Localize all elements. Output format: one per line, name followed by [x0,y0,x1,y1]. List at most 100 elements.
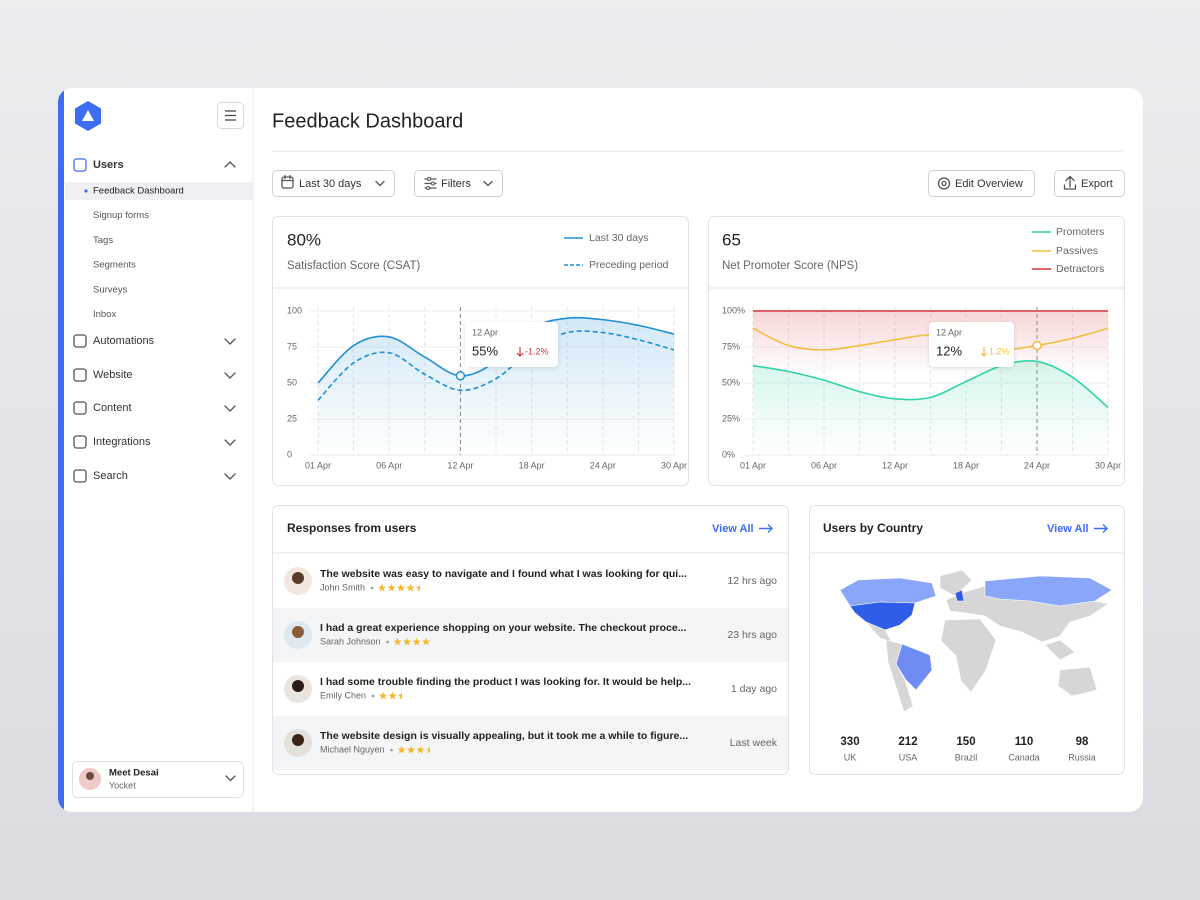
x-tick-label: 24 Apr [590,460,616,470]
x-tick-label: 12 Apr [882,460,908,470]
y-tick-label: 0% [722,449,735,459]
menu-button[interactable] [217,102,244,129]
button-label: Last 30 days [299,178,362,190]
nav-icon [73,401,87,415]
nav-item[interactable]: Search [73,469,236,483]
tooltip-date: 12 Apr [936,327,962,337]
edit-overview-button[interactable]: Edit Overview [928,170,1035,197]
nav-item[interactable]: Website [73,368,236,382]
rating-star [388,691,397,700]
user-name: Meet Desai [109,768,159,779]
nav-subitem[interactable]: Segments [93,260,136,271]
x-tick-label: 30 Apr [1095,460,1121,470]
nav-sublabel: Tags [93,235,113,246]
rating-star [397,745,406,754]
response-time: 12 hrs ago [727,575,777,587]
country-stat: 330 UK [840,736,859,762]
view-all-link[interactable]: View All [712,523,773,535]
nav-subitem[interactable]: Surveys [93,284,128,295]
tooltip-change: -1.2% [525,346,549,356]
nav-subitem[interactable]: Signup forms [93,210,149,221]
x-tick-label: 01 Apr [740,460,766,470]
world-map [839,569,1113,713]
button-label: Filters [441,178,471,190]
export-button[interactable]: Export [1054,170,1125,197]
nav-subitem[interactable]: Feedback Dashboard [65,182,253,200]
chevron [224,338,236,345]
response-row[interactable]: I had some trouble finding the product I… [284,675,777,703]
line-chart: 0 25 50 75 100 01 Apr 06 Apr 12 Apr 18 Apr 24 Apr… [287,232,687,471]
filters-button[interactable]: Filters [414,170,503,197]
rating-star [379,691,388,700]
nav-subitem[interactable]: Inbox [93,309,116,320]
charts: 0 25 50 75 100 01 Apr 06 Apr 12 Apr 18 Apr 24 Apr… [287,226,1121,471]
rating-star [397,583,406,592]
stat-label: Brazil [955,752,978,762]
button-label: Edit Overview [955,178,1023,190]
x-tick-label: 30 Apr [661,460,687,470]
country-stat: 110 Canada [1008,736,1040,762]
sidebar-nav: Users Feedback Dashboard Signup forms Tags S… [65,158,253,483]
chevron [224,372,236,379]
nav-sublabel: Inbox [93,309,116,320]
y-tick-label: 50% [722,377,740,387]
chevron [224,405,236,412]
nav-icon [73,368,87,382]
link-label: View All [1047,523,1089,535]
stat-value: 110 [1015,736,1034,748]
response-name: Michael Nguyen [320,744,385,754]
y-tick-label: 100% [722,305,745,315]
nav-item[interactable]: Content [73,401,236,415]
stat-value: 98 [1076,736,1089,748]
stat-value: 212 [898,736,917,748]
nav-icon [73,158,87,172]
date-range-button[interactable]: Last 30 days [272,170,395,197]
rating-star [398,691,403,700]
tooltip: 12 Apr 12% 1.2% [929,322,1014,367]
change-arrow [516,347,524,357]
rating-star [422,637,431,646]
chevron [224,473,236,480]
user-card[interactable]: Meet Desai Yocket [72,761,244,798]
rating-star [407,745,416,754]
response-text: The website design is visually appealing… [320,730,688,742]
nav-item[interactable]: Automations [73,334,236,348]
nav-subitem[interactable]: Tags [93,235,113,246]
responses-list: The website was easy to navigate and I f… [284,567,778,757]
avatar-head [292,680,304,692]
stat-label: Canada [1008,752,1040,762]
user-org: Yocket [109,780,136,790]
view-all-link[interactable]: View All [1047,523,1108,535]
rating-star [387,583,396,592]
response-row[interactable]: The website design is visually appealing… [284,729,778,757]
y-tick-label: 25% [722,413,740,423]
legend-label: Preceding period [589,259,669,271]
card-title: Users by Country [823,521,923,535]
nav-sublabel: Signup forms [93,210,149,221]
line-chart: 0% 25% 50% 75% 100% 01 Apr 06 Apr 12 Apr 18 Apr 2… [722,226,1121,471]
stat-value: 330 [840,736,859,748]
response-row[interactable]: I had a great experience shopping on you… [284,621,777,649]
button-label: Export [1081,178,1113,190]
tooltip-date: 12 Apr [472,327,498,337]
response-text: I had a great experience shopping on you… [320,622,687,634]
nav-sublabel: Segments [93,260,136,271]
nav-sublabel: Feedback Dashboard [93,186,184,197]
logo [75,101,101,131]
y-tick-label: 0 [287,449,292,459]
x-tick-label: 01 Apr [305,460,331,470]
nav-label: Users [93,159,124,171]
chevron [225,775,236,782]
tooltip-bg [929,322,1014,367]
nav-item[interactable]: Integrations [73,435,236,449]
x-tick-label: 06 Apr [811,460,837,470]
legend-label: Detractors [1056,263,1104,275]
chevron [224,439,236,446]
response-row[interactable]: The website was easy to navigate and I f… [284,567,777,595]
rating-star [416,745,425,754]
nav-item[interactable]: Users [73,158,236,172]
stat-label: USA [899,752,918,762]
response-time: 23 hrs ago [727,629,777,641]
kpi-title: Net Promoter Score (NPS) [722,260,858,272]
